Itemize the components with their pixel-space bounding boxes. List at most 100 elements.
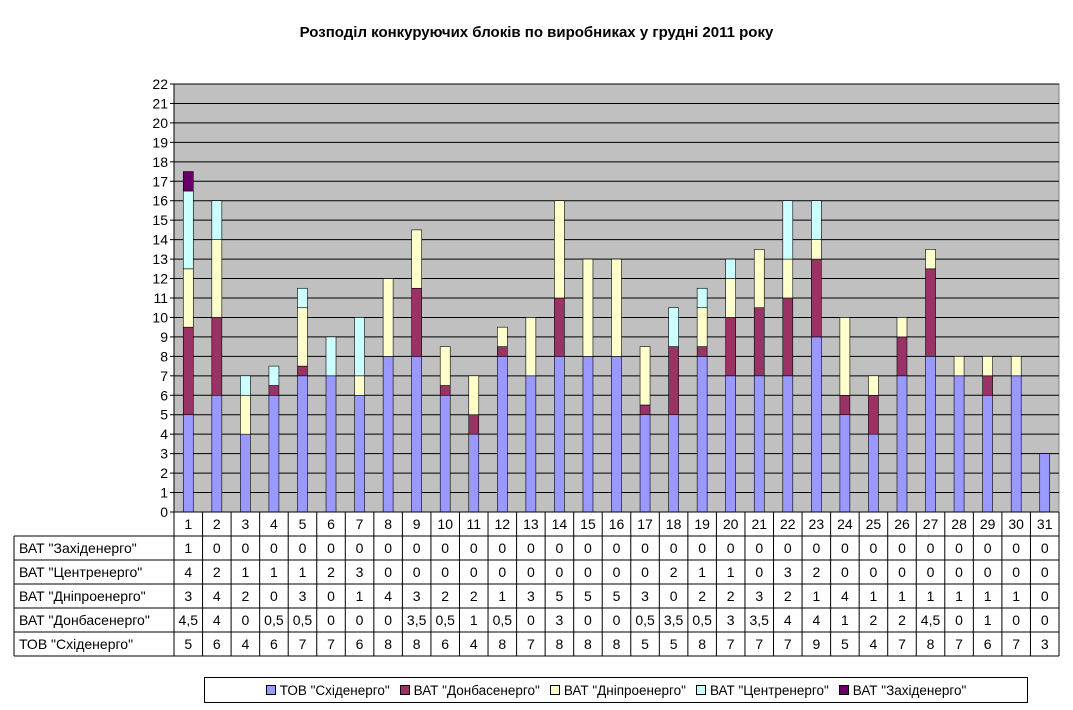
table-value: 0 bbox=[470, 540, 478, 556]
table-value: 3 bbox=[413, 588, 421, 604]
table-value: 5 bbox=[670, 636, 678, 652]
table-value: 7 bbox=[784, 636, 792, 652]
table-row-label: ВАТ "Дніпроенерго" bbox=[19, 588, 146, 604]
table-value: 1 bbox=[241, 564, 249, 580]
table-value: 5 bbox=[613, 588, 621, 604]
bar-segment bbox=[382, 356, 394, 513]
bar-segment bbox=[268, 385, 280, 396]
table-value: 1 bbox=[1012, 588, 1020, 604]
bar-segment bbox=[811, 239, 822, 260]
bar-segment bbox=[782, 200, 794, 260]
table-value: 0 bbox=[441, 540, 449, 556]
x-category-label: 31 bbox=[1037, 516, 1053, 532]
table-value: 5 bbox=[556, 588, 564, 604]
bar-segment bbox=[240, 375, 251, 396]
table-value: 3 bbox=[556, 612, 564, 628]
legend-label: ВАТ "Донбасенерго" bbox=[413, 682, 540, 698]
legend-label: ВАТ "Дніпроенерго" bbox=[563, 682, 686, 698]
bar-segment bbox=[411, 229, 422, 289]
bar-segment bbox=[725, 258, 736, 279]
x-category-label: 21 bbox=[751, 516, 767, 532]
bar-segment bbox=[211, 239, 223, 318]
table-value: 2 bbox=[698, 588, 706, 604]
bar-segment bbox=[182, 326, 194, 416]
bar-segment bbox=[211, 394, 223, 513]
bar-segment bbox=[725, 375, 736, 513]
legend-swatch bbox=[265, 685, 276, 695]
table-value: 3,5 bbox=[664, 612, 684, 628]
table-value: 0 bbox=[270, 588, 278, 604]
bar-segment bbox=[382, 278, 394, 357]
bar-segment bbox=[439, 394, 451, 513]
bar-segment bbox=[839, 414, 851, 513]
table-value: 7 bbox=[527, 636, 535, 652]
table-value: 2 bbox=[470, 588, 478, 604]
bar-segment bbox=[925, 249, 936, 270]
table-value: 2 bbox=[213, 564, 221, 580]
x-category-label: 6 bbox=[327, 516, 335, 532]
legend-swatch bbox=[549, 685, 560, 695]
bar-segment bbox=[896, 336, 908, 377]
table-value: 8 bbox=[384, 636, 392, 652]
legend-swatch bbox=[695, 685, 706, 695]
table-value: 7 bbox=[327, 636, 335, 652]
table-value: 0 bbox=[812, 540, 820, 556]
table-value: 0 bbox=[1012, 612, 1020, 628]
table-value: 0,5 bbox=[264, 612, 284, 628]
bar-segment bbox=[925, 268, 936, 357]
table-value: 8 bbox=[498, 636, 506, 652]
bar-segment bbox=[468, 414, 480, 435]
table-value: 1 bbox=[984, 588, 992, 604]
table-value: 6 bbox=[984, 636, 992, 652]
table-value: 0 bbox=[498, 540, 506, 556]
table-value: 0 bbox=[213, 540, 221, 556]
table-value: 5 bbox=[641, 636, 649, 652]
table-value: 0 bbox=[755, 540, 763, 556]
table-value: 1 bbox=[470, 612, 478, 628]
legend-swatch bbox=[838, 685, 849, 695]
y-tick-label: 4 bbox=[160, 426, 168, 442]
table-value: 0 bbox=[927, 564, 935, 580]
bar-segment bbox=[297, 307, 308, 367]
table-value: 8 bbox=[927, 636, 935, 652]
bar-segment bbox=[639, 414, 651, 513]
table-value: 1 bbox=[955, 588, 963, 604]
x-category-label: 19 bbox=[694, 516, 710, 532]
legend-item: ВАТ "Західенерго" bbox=[838, 683, 966, 698]
table-value: 0 bbox=[413, 564, 421, 580]
bar-segment bbox=[211, 317, 223, 396]
table-value: 2 bbox=[784, 588, 792, 604]
table-value: 0 bbox=[384, 564, 392, 580]
y-tick-label: 0 bbox=[160, 504, 168, 520]
table-value: 0 bbox=[1041, 612, 1049, 628]
table-value: 2 bbox=[670, 564, 678, 580]
table-value: 1 bbox=[299, 564, 307, 580]
bar-segment bbox=[725, 317, 736, 377]
y-tick-label: 18 bbox=[152, 154, 168, 170]
table-value: 0 bbox=[613, 612, 621, 628]
bar-segment bbox=[582, 258, 594, 357]
bar-segment bbox=[611, 356, 622, 513]
table-value: 0 bbox=[584, 612, 592, 628]
table-value: 0 bbox=[527, 612, 535, 628]
table-value: 0 bbox=[870, 540, 878, 556]
y-tick-label: 3 bbox=[160, 446, 168, 462]
y-tick-label: 17 bbox=[152, 173, 168, 189]
table-value: 0,5 bbox=[692, 612, 712, 628]
table-value: 0 bbox=[327, 612, 335, 628]
y-tick-label: 21 bbox=[152, 95, 168, 111]
bar-segment bbox=[1010, 356, 1022, 377]
x-category-label: 25 bbox=[866, 516, 882, 532]
bar-segment bbox=[868, 394, 879, 435]
bar-segment bbox=[696, 307, 708, 347]
bar-segment bbox=[497, 356, 508, 513]
bar-segment bbox=[839, 394, 851, 416]
table-value: 1 bbox=[812, 588, 820, 604]
bar-segment bbox=[811, 258, 822, 338]
table-row-label: ВАТ "Західенерго" bbox=[19, 540, 137, 556]
bar-segment bbox=[411, 356, 422, 513]
bar-segment bbox=[668, 307, 679, 347]
table-value: 0 bbox=[1041, 564, 1049, 580]
x-category-label: 17 bbox=[637, 516, 653, 532]
bar-segment bbox=[240, 394, 251, 435]
